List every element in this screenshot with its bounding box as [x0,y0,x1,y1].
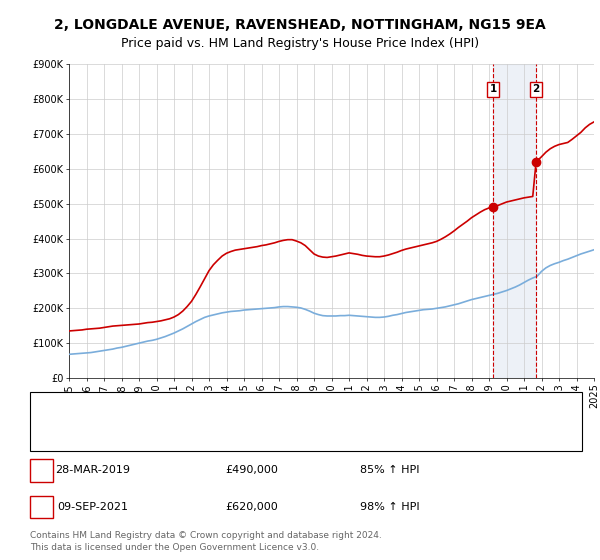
Text: 2: 2 [532,85,540,95]
Text: 2, LONGDALE AVENUE, RAVENSHEAD, NOTTINGHAM, NG15 9EA (detached house): 2, LONGDALE AVENUE, RAVENSHEAD, NOTTINGH… [78,403,533,413]
Text: 98% ↑ HPI: 98% ↑ HPI [360,502,419,512]
Text: 1: 1 [38,465,45,475]
Text: 2: 2 [38,502,45,512]
Text: £620,000: £620,000 [226,502,278,512]
Text: HPI: Average price, detached house, Gedling: HPI: Average price, detached house, Gedl… [78,430,328,440]
Text: 2, LONGDALE AVENUE, RAVENSHEAD, NOTTINGHAM, NG15 9EA: 2, LONGDALE AVENUE, RAVENSHEAD, NOTTINGH… [54,18,546,32]
Text: 1: 1 [490,85,497,95]
Bar [493,64,536,378]
Text: 28-MAR-2019: 28-MAR-2019 [56,465,131,475]
Text: This data is licensed under the Open Government Licence v3.0.: This data is licensed under the Open Gov… [30,543,319,552]
Text: 85% ↑ HPI: 85% ↑ HPI [360,465,419,475]
Text: Price paid vs. HM Land Registry's House Price Index (HPI): Price paid vs. HM Land Registry's House … [121,37,479,50]
Text: £490,000: £490,000 [226,465,278,475]
Text: Contains HM Land Registry data © Crown copyright and database right 2024.: Contains HM Land Registry data © Crown c… [30,531,382,540]
Text: 09-SEP-2021: 09-SEP-2021 [58,502,128,512]
